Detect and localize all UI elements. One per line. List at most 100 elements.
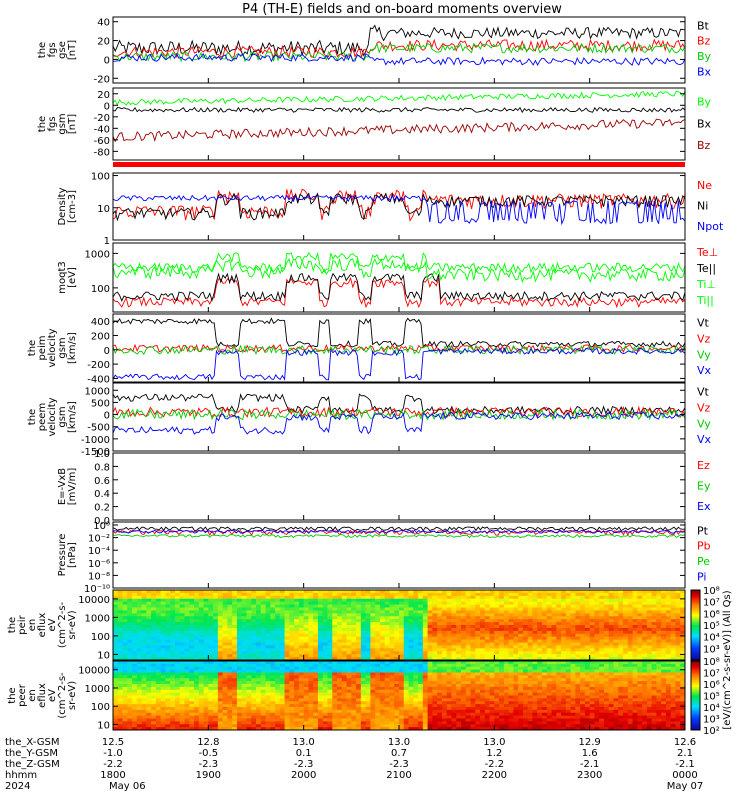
spectrogram-cell — [566, 602, 571, 605]
spectrogram-cell — [294, 648, 299, 651]
spectrogram-cell — [347, 719, 352, 722]
spectrogram-cell — [275, 673, 280, 676]
spectrogram-cell — [356, 684, 361, 687]
spectrogram-cell — [561, 634, 566, 637]
spectrogram-cell — [475, 687, 480, 690]
spectrogram-cell — [356, 596, 361, 599]
spectrogram-cell — [142, 593, 147, 596]
spectrogram-cell — [175, 693, 180, 696]
spectrogram-cell — [175, 651, 180, 654]
spectrogram-cell — [204, 701, 209, 704]
spectrogram-cell — [246, 704, 251, 707]
spectrogram-cell — [590, 634, 595, 637]
spectrogram-cell — [409, 724, 414, 727]
spectrogram-cell — [604, 593, 609, 596]
spectrogram-cell — [356, 724, 361, 727]
spectrogram-cell — [242, 693, 247, 696]
spectrogram-cell — [366, 707, 371, 710]
spectrogram-cell — [175, 670, 180, 673]
spectrogram-cell — [113, 710, 118, 713]
spectrogram-cell — [256, 637, 261, 640]
spectrogram-cell — [204, 596, 209, 599]
spectrogram-cell — [604, 654, 609, 657]
spectrogram-cell — [146, 645, 151, 648]
spectrogram-cell — [494, 596, 499, 599]
spectrogram-cell — [428, 687, 433, 690]
spectrogram-cell — [490, 616, 495, 619]
spectrogram-cell — [347, 616, 352, 619]
spectrogram-cell — [285, 648, 290, 651]
spectrogram-cell — [375, 704, 380, 707]
spectrogram-cell — [256, 616, 261, 619]
spectrogram-cell — [313, 643, 318, 646]
spectrogram-cell — [447, 716, 452, 719]
spectrogram-cell — [618, 622, 623, 625]
spectrogram-cell — [466, 719, 471, 722]
spectrogram-cell — [294, 678, 299, 681]
spectrogram-cell — [494, 637, 499, 640]
spectrogram-cell — [308, 613, 313, 616]
spectrogram-cell — [375, 654, 380, 657]
spectrogram-cell — [137, 693, 142, 696]
spectrogram-cell — [347, 716, 352, 719]
spectrogram-cell — [580, 593, 585, 596]
spectrogram-cell — [380, 593, 385, 596]
spectrogram-cell — [566, 622, 571, 625]
spectrogram-cell — [189, 634, 194, 637]
spectrogram-cell — [337, 670, 342, 673]
spectrogram-cell — [308, 698, 313, 701]
spectrogram-cell — [261, 667, 266, 670]
spectrogram-cell — [547, 628, 552, 631]
spectrogram-cell — [294, 643, 299, 646]
spectrogram-cell — [466, 616, 471, 619]
spectrogram-cell — [490, 599, 495, 602]
spectrogram-cell — [442, 704, 447, 707]
spectrogram-cell — [275, 664, 280, 667]
spectrogram-cell — [232, 687, 237, 690]
spectrogram-cell — [375, 719, 380, 722]
spectrogram-cell — [380, 696, 385, 699]
spectrogram-cell — [304, 724, 309, 727]
legend-entry: Vz — [697, 332, 711, 345]
spectrogram-cell — [428, 628, 433, 631]
spectrogram-cell — [556, 619, 561, 622]
spectrogram-cell — [275, 693, 280, 696]
spectrogram-cell — [204, 696, 209, 699]
spectrogram-cell — [409, 696, 414, 699]
spectrogram-cell — [447, 721, 452, 724]
spectrogram-cell — [204, 616, 209, 619]
spectrogram-cell — [237, 704, 242, 707]
spectrogram-cell — [499, 610, 504, 613]
spectrogram-cell — [142, 690, 147, 693]
spectrogram-cell — [637, 628, 642, 631]
spectrogram-cell — [246, 690, 251, 693]
spectrogram-cell — [251, 654, 256, 657]
spectrogram-cell — [289, 616, 294, 619]
spectrogram-cell — [523, 610, 528, 613]
spectrogram-cell — [647, 622, 652, 625]
spectrogram-cell — [385, 625, 390, 628]
spectrogram-cell — [208, 698, 213, 701]
spectrogram-cell — [280, 707, 285, 710]
spectrogram-cell — [385, 710, 390, 713]
spectrogram-cell — [199, 640, 204, 643]
spectrogram-cell — [323, 625, 328, 628]
spectrogram-cell — [451, 681, 456, 684]
spectrogram-cell — [323, 628, 328, 631]
spectrogram-cell — [418, 681, 423, 684]
spectrogram-cell — [571, 613, 576, 616]
spectrogram-cell — [137, 625, 142, 628]
spectrogram-cell — [285, 613, 290, 616]
spectrogram-cell — [480, 721, 485, 724]
spectrogram-cell — [308, 719, 313, 722]
spectrogram-cell — [261, 610, 266, 613]
spectrogram-cell — [552, 616, 557, 619]
spectrogram-cell — [428, 667, 433, 670]
spectrogram-cell — [194, 602, 199, 605]
spectrogram-cell — [246, 684, 251, 687]
spectrogram-cell — [552, 654, 557, 657]
spectrogram-cell — [480, 678, 485, 681]
spectrogram-cell — [404, 664, 409, 667]
spectrogram-cell — [170, 681, 175, 684]
